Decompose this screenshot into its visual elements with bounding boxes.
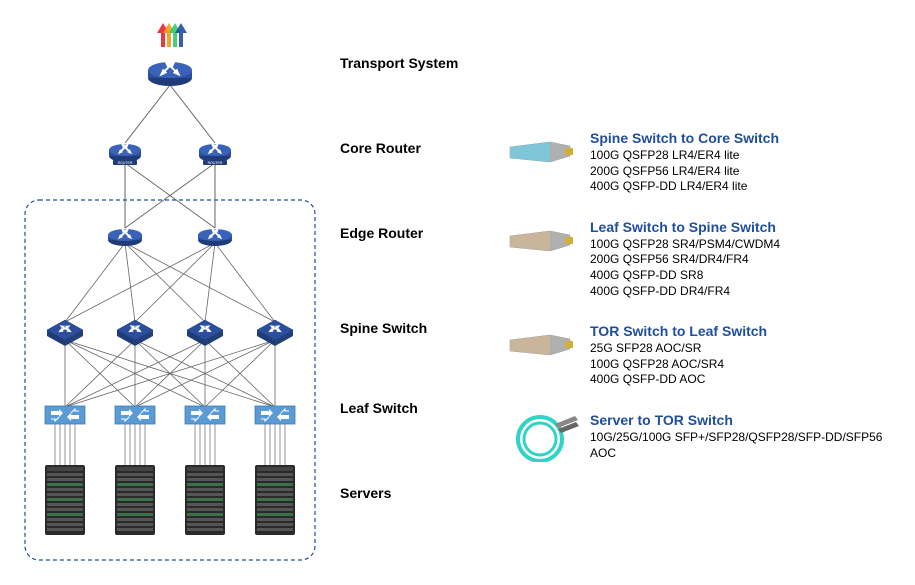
- server-icon: [45, 465, 85, 535]
- info-block-server-tor: Server to TOR Switch 10G/25G/100G SFP+/S…: [500, 412, 905, 461]
- info-line: 400G QSFP-DD LR4/ER4 lite: [590, 179, 779, 195]
- spine-switch-icon: [47, 320, 83, 346]
- network-diagram: ROUTER: [10, 10, 330, 570]
- server-icon: [115, 465, 155, 535]
- leaf-switch-icon: [255, 406, 295, 424]
- layer-label-core: Core Router: [340, 140, 421, 156]
- info-line: 400G QSFP-DD SR8: [590, 268, 780, 284]
- info-line: 400G QSFP-DD DR4/FR4: [590, 284, 780, 300]
- aoc-cable-icon: [500, 412, 580, 457]
- leaf-switch-icon: [185, 406, 225, 424]
- spine-switch-icon: [187, 320, 223, 346]
- layer-label-edge: Edge Router: [340, 225, 423, 241]
- info-line: 200G QSFP56 SR4/DR4/FR4: [590, 252, 780, 268]
- layer-label-leaf: Leaf Switch: [340, 400, 418, 416]
- info-title: Spine Switch to Core Switch: [590, 130, 779, 146]
- info-line: 200G QSFP56 LR4/ER4 lite: [590, 164, 779, 180]
- transceiver-icon: [500, 130, 580, 175]
- server-icon: [185, 465, 225, 535]
- edge-router-icon: [198, 227, 232, 246]
- info-block-spine-core: Spine Switch to Core Switch 100G QSFP28 …: [500, 130, 905, 195]
- server-icon: [255, 465, 295, 535]
- edge-router-icon: [108, 227, 142, 246]
- spine-switch-icon: [257, 320, 293, 346]
- transport-router-icon: [148, 57, 192, 86]
- info-block-leaf-spine: Leaf Switch to Spine Switch 100G QSFP28 …: [500, 219, 905, 299]
- info-line: 100G QSFP28 LR4/ER4 lite: [590, 148, 779, 164]
- layer-label-spine: Spine Switch: [340, 320, 427, 336]
- info-line: 100G QSFP28 SR4/PSM4/CWDM4: [590, 237, 780, 253]
- info-title: Server to TOR Switch: [590, 412, 890, 428]
- leaf-switch-icon: [45, 406, 85, 424]
- layer-label-servers: Servers: [340, 485, 391, 501]
- info-line: 100G QSFP28 AOC/SR4: [590, 357, 767, 373]
- info-line: 25G SFP28 AOC/SR: [590, 341, 767, 357]
- info-line: 10G/25G/100G SFP+/SFP28/QSFP28/SFP-DD/SF…: [590, 430, 890, 461]
- info-line: 400G QSFP-DD AOC: [590, 372, 767, 388]
- transceiver-icon: [500, 219, 580, 264]
- layer-label-transport: Transport System: [340, 55, 458, 71]
- leaf-switch-icon: [115, 406, 155, 424]
- info-title: Leaf Switch to Spine Switch: [590, 219, 780, 235]
- info-column: Spine Switch to Core Switch 100G QSFP28 …: [500, 130, 905, 485]
- transceiver-icon: [500, 323, 580, 368]
- spine-switch-icon: [117, 320, 153, 346]
- info-title: TOR Switch to Leaf Switch: [590, 323, 767, 339]
- core-router-icon: [109, 142, 141, 165]
- info-block-tor-leaf: TOR Switch to Leaf Switch 25G SFP28 AOC/…: [500, 323, 905, 388]
- core-router-icon: [199, 142, 231, 165]
